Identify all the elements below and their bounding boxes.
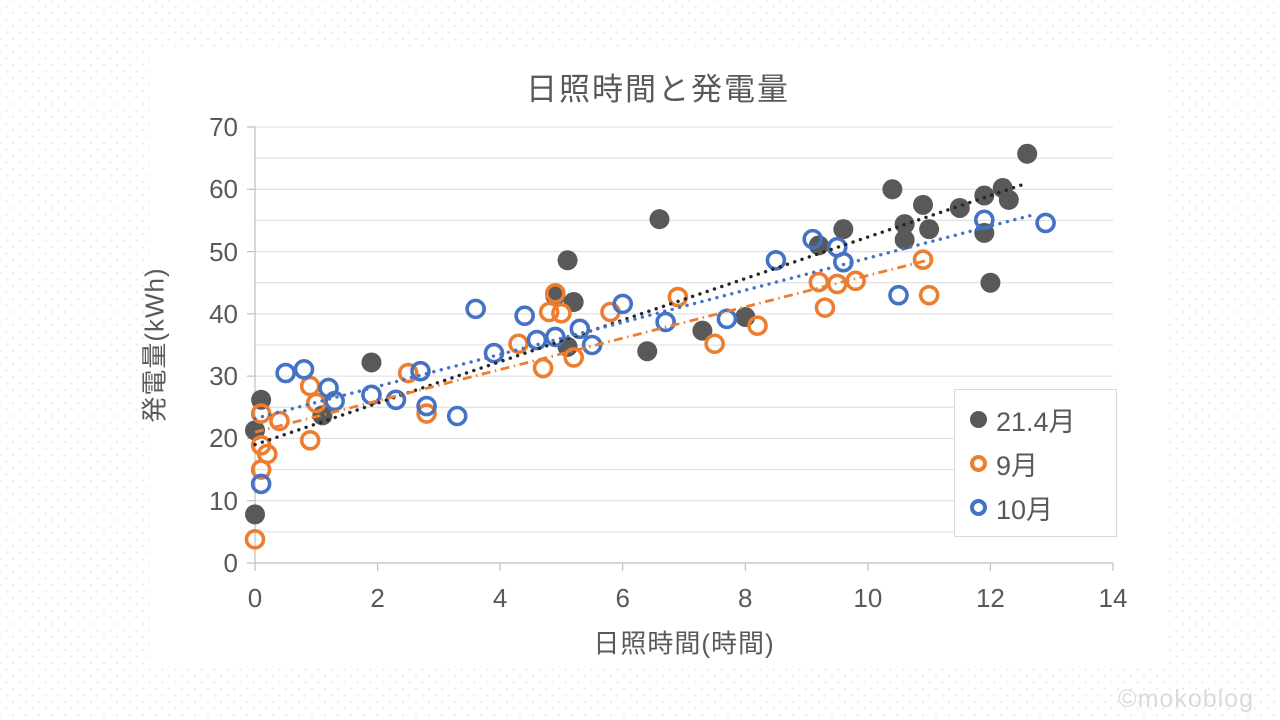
scatter-point-series-1 — [667, 286, 689, 308]
scatter-point-series-2 — [765, 249, 787, 271]
scatter-point-series-0 — [894, 229, 915, 250]
scatter-point-series-2 — [612, 293, 634, 315]
scatter-point-series-1 — [845, 270, 866, 292]
scatter-point-series-2 — [526, 329, 548, 351]
x-tick-label: 10 — [853, 583, 883, 613]
scatter-point-series-1 — [532, 357, 554, 379]
scatter-point-series-0 — [1017, 143, 1038, 164]
scatter-point-series-1 — [244, 529, 266, 550]
y-tick-label: 30 — [209, 361, 238, 392]
legend-item-series-0[interactable]: 21.4月 — [970, 400, 1112, 439]
y-tick-label: 40 — [209, 298, 238, 329]
scatter-point-series-0 — [919, 219, 940, 240]
scatter-point-series-0 — [557, 250, 578, 271]
legend-label: 9月 — [996, 450, 1039, 481]
scatter-point-series-0 — [637, 341, 658, 362]
x-tick-label: 14 — [1098, 583, 1128, 613]
scatter-point-series-0 — [974, 185, 995, 206]
scatter-point-series-0 — [949, 197, 970, 218]
scatter-point-series-1 — [544, 283, 566, 304]
chart-legend[interactable]: 21.4月 9月 10月 — [954, 389, 1117, 537]
y-axis-title: 発電量(kWh) — [139, 267, 170, 423]
y-tick-label: 20 — [209, 423, 238, 454]
scatter-point-series-2 — [544, 326, 566, 348]
scatter-point-series-0 — [361, 352, 382, 373]
scatter-point-series-2 — [410, 360, 431, 382]
x-axis-title: 日照時間(時間) — [593, 628, 775, 659]
scatter-point-series-2 — [888, 284, 909, 306]
scatter-point-series-0 — [649, 209, 670, 230]
trendline-series-2 — [253, 213, 1036, 421]
scatter-point-series-1 — [814, 297, 836, 318]
filled-circle-icon — [970, 410, 987, 428]
trendline-series-1 — [254, 257, 933, 434]
scatter-point-series-1 — [416, 403, 437, 424]
x-tick-label: 2 — [370, 583, 385, 613]
scatter-point-series-1 — [912, 249, 934, 270]
y-tick-label: 0 — [223, 548, 238, 578]
scatter-point-series-1 — [256, 443, 278, 465]
scatter-point-series-2 — [514, 305, 535, 327]
scatter-point-series-2 — [655, 311, 676, 333]
x-tick-label: 12 — [975, 583, 1005, 613]
y-tick-label: 60 — [209, 174, 238, 205]
scatter-point-series-0 — [998, 189, 1019, 210]
scatter-point-series-1 — [508, 333, 529, 355]
scatter-point-series-2 — [465, 298, 486, 320]
scatter-point-series-1 — [826, 273, 848, 295]
scatter-point-series-2 — [446, 405, 468, 427]
scatter-point-series-1 — [397, 362, 419, 384]
trendline-series-0 — [253, 181, 1029, 447]
scatter-point-series-1 — [704, 333, 725, 355]
scatter-point-series-0 — [833, 219, 854, 240]
scatter-point-series-2 — [716, 308, 738, 330]
scatter-point-series-1 — [918, 284, 940, 306]
scatter-point-series-2 — [1035, 212, 1056, 234]
scatter-point-series-2 — [293, 358, 315, 380]
chart-title: 日照時間と発電量 — [526, 72, 790, 107]
scatter-point-series-2 — [416, 395, 437, 417]
open-circle-icon — [970, 454, 987, 472]
open-circle-icon — [970, 498, 987, 516]
scatter-point-series-2 — [275, 362, 296, 384]
x-tick-label: 8 — [738, 583, 753, 613]
y-tick-label: 50 — [209, 236, 238, 267]
scatter-point-series-2 — [250, 473, 272, 495]
scatter-point-series-0 — [692, 320, 713, 341]
legend-label: 10月 — [996, 494, 1054, 525]
scatter-point-series-1 — [299, 429, 321, 451]
scatter-point-series-1 — [747, 315, 768, 336]
x-tick-label: 4 — [492, 583, 508, 613]
watermark: ©mokoblog — [1118, 685, 1254, 713]
scatter-point-series-2 — [483, 342, 505, 364]
scatter-point-series-0 — [980, 272, 1001, 293]
scatter-point-series-0 — [882, 179, 903, 200]
scatter-point-series-2 — [569, 318, 591, 340]
scatter-point-series-1 — [299, 375, 321, 397]
scatter-point-series-1 — [563, 347, 584, 368]
y-tick-label: 70 — [209, 112, 238, 142]
x-tick-label: 0 — [247, 583, 263, 613]
scatter-point-series-2 — [324, 390, 345, 412]
scatter-point-series-0 — [245, 504, 265, 525]
legend-item-series-2[interactable]: 10月 — [970, 488, 1112, 527]
y-tick-label: 10 — [209, 485, 238, 516]
legend-item-series-1[interactable]: 9月 — [970, 444, 1112, 483]
legend-label: 21.4月 — [996, 406, 1076, 437]
x-tick-label: 6 — [615, 583, 630, 613]
scatter-point-series-1 — [538, 301, 560, 323]
scatter-point-series-1 — [808, 271, 830, 293]
scatter-point-series-2 — [802, 228, 824, 250]
scatter-point-series-1 — [269, 410, 290, 432]
scatter-point-series-1 — [551, 302, 572, 324]
scatter-point-series-0 — [913, 194, 934, 215]
